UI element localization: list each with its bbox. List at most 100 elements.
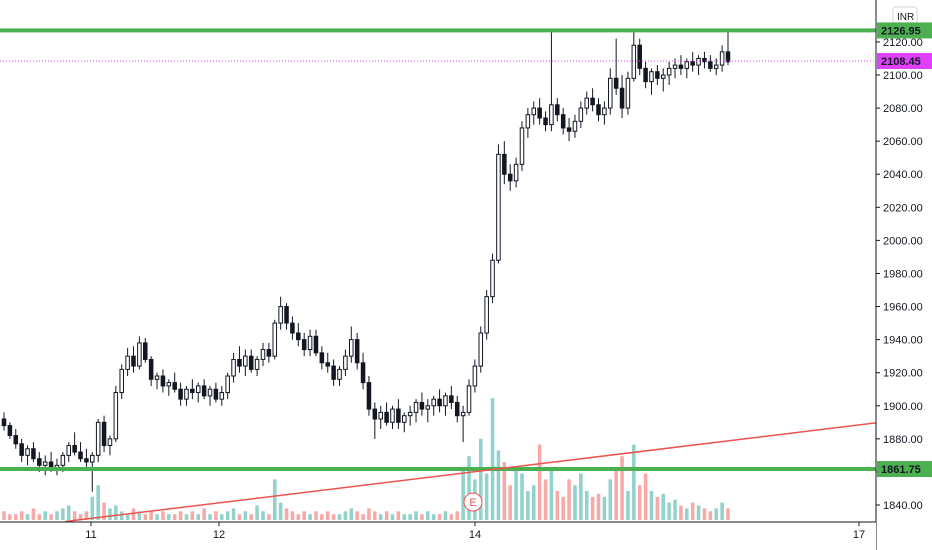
volume-bar [114,505,118,520]
candle-body [413,401,419,413]
volume-bar [685,508,689,520]
volume-bar [602,496,607,520]
candle-body [708,61,713,69]
candle-body [725,51,731,63]
candle-body [619,87,625,109]
volume-bar [367,508,371,520]
volume-bar [402,514,407,520]
volume-bar [520,473,524,520]
x-tick-label: 17 [853,529,865,541]
candle-body [207,388,213,397]
candle-body [666,67,672,76]
candle-body [319,352,325,364]
candle-body [248,355,254,370]
candle-body [466,385,472,413]
candle-body [472,365,478,387]
candle-body [572,120,578,132]
x-tick-label: 11 [85,529,96,541]
candle-body [490,259,495,298]
volume-bar [667,502,671,520]
volume-bar [290,511,295,520]
volume-bar [673,499,677,520]
volume-bar [661,493,666,520]
candle-body [507,173,513,182]
candle-body [237,358,242,367]
volume-bar [390,514,395,520]
y-tick-label: 2120.00 [883,37,923,49]
volume-bar [549,467,554,520]
candlesticks [1,28,731,492]
volume-bar [237,514,242,520]
candle-body [278,306,283,324]
volume-bar [184,514,189,520]
candle-body [502,153,507,175]
volume-bar [96,485,100,520]
volume-bar [190,511,195,520]
candle-body [372,408,378,420]
volume-bar [278,502,283,520]
y-tick-label: 1940.00 [883,335,923,347]
candle-body [625,77,631,109]
candle-body [296,332,301,341]
volume-bar [702,508,707,520]
candle-body [590,97,595,106]
earnings-event-marker[interactable] [463,492,483,512]
volume-bar [496,450,501,520]
candle-body [160,375,166,387]
candle-body [566,127,572,132]
candle-body [13,435,19,445]
volume-bar [561,496,565,520]
candle-body [284,306,289,324]
candle-body [90,454,95,463]
event-markers[interactable]: E [463,492,483,512]
volume-bar [490,398,495,520]
x-tick-label: 14 [469,529,481,541]
candle-body [254,358,260,370]
candle-body [195,385,201,394]
candle-body [266,349,272,357]
volume-bar [137,511,142,520]
volume-bar [378,514,383,520]
price-label-value: 2108.45 [881,56,921,68]
volume-bar [502,462,507,520]
candle-body [454,401,460,417]
candle-body [378,411,383,420]
volume-bar [102,502,106,520]
x-axis[interactable]: 11121417181920 [0,521,932,550]
y-tick-label: 2080.00 [883,103,923,115]
volume-bar [349,508,354,520]
volume-bar [726,508,730,520]
candle-body [343,355,348,370]
volume-bar [590,496,595,520]
volume-bar [396,511,401,520]
volume-bar [208,514,212,520]
volume-bar [573,485,577,520]
volume-bar [620,456,624,520]
candle-body [713,64,719,69]
candle-body [519,127,525,165]
candle-body [419,401,425,410]
candle-body [313,335,319,354]
volume-bar [584,491,589,520]
candle-body [148,358,154,380]
volume-bar [249,514,253,520]
volume-bar [296,514,301,520]
candle-body [537,107,542,119]
candle-body [243,355,248,367]
candle-body [496,153,501,261]
volume-bar [614,467,618,520]
candle-body [443,395,448,407]
long-term-trend-trendline [65,415,932,523]
candle-body [101,421,107,446]
volume-bar [19,511,24,520]
volume-bar [361,514,365,520]
volume-bar [284,508,289,520]
price-labels: 2126.95 2108.45 1861.75 [877,22,932,478]
x-axis-background [0,522,876,550]
y-tick-label: 1920.00 [883,368,923,380]
y-tick-label: 1900.00 [883,401,923,413]
y-tick-label: 2020.00 [883,202,923,214]
volume-bar [467,456,471,520]
candle-body [78,451,83,460]
